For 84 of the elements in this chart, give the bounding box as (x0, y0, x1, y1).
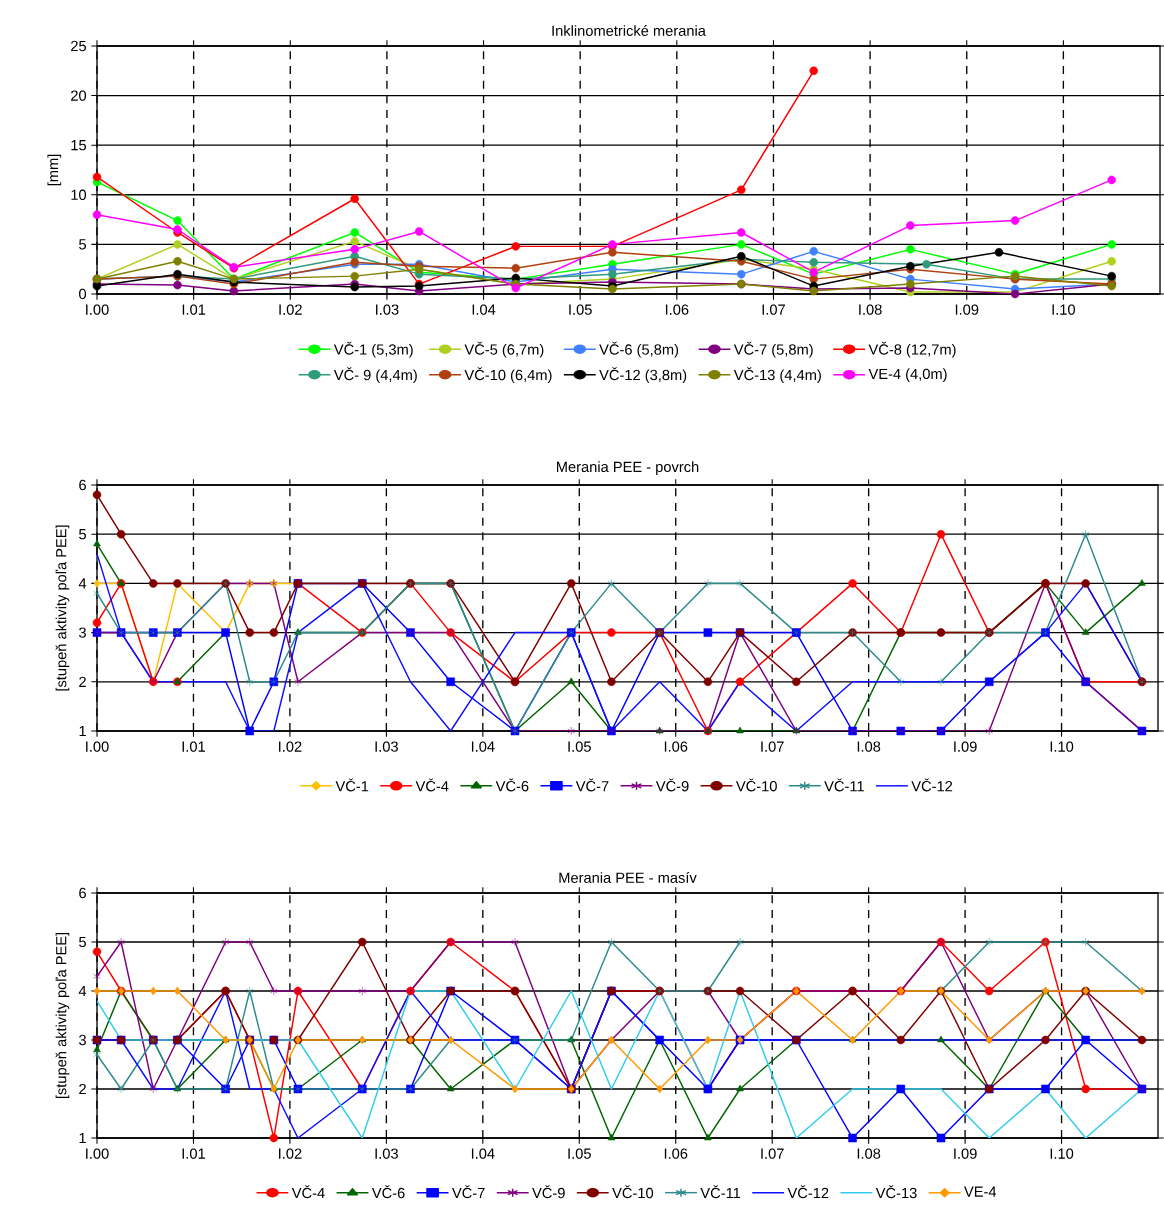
legend-label: VČ-5 (6,7m) (464, 341, 544, 358)
legend-label: VČ-12 (911, 778, 953, 792)
x-tick-label: I.04 (471, 741, 495, 752)
legend-label: VČ-7 (575, 778, 609, 792)
x-tick-label: I.04 (472, 304, 496, 315)
x-tick-label: I.03 (375, 1148, 398, 1159)
x-tick-label: I.06 (664, 1148, 688, 1159)
legend-label: VČ-10 (6,4m) (464, 367, 552, 384)
y-tick-label: 1 (79, 725, 86, 737)
y-tick-label: 4 (78, 578, 87, 589)
x-tick-label: I.03 (376, 304, 399, 315)
y-tick-label: 0 (79, 288, 87, 300)
y-axis-title: [stupeň aktivity poľa PEE] (55, 932, 70, 1099)
x-tick-label: I.01 (182, 1148, 205, 1159)
x-tick-label: I.01 (182, 304, 206, 315)
legend-label: VČ-7 (451, 1185, 485, 1199)
y-tick-label: 3 (79, 1034, 86, 1046)
x-tick-label: I.08 (857, 741, 881, 752)
legend-label: VČ-13 (875, 1185, 917, 1199)
legend-label: VČ-8 (12,7m) (868, 341, 956, 358)
legend-label: VČ-9 (655, 778, 689, 792)
x-tick-label: I.09 (954, 1148, 977, 1159)
y-tick-label: 3 (79, 627, 86, 638)
x-tick-label: I.07 (761, 741, 784, 752)
legend-label: VČ-12 (787, 1185, 829, 1199)
x-tick-label: I.01 (182, 741, 205, 752)
y-tick-label: 15 (71, 140, 87, 151)
legend-label: VE-4 (964, 1186, 997, 1197)
x-tick-label: I.07 (761, 1148, 784, 1159)
chart-title: Merania PEE - povrch (556, 461, 699, 475)
x-tick-label: I.10 (1050, 741, 1074, 752)
x-tick-label: I.08 (859, 304, 882, 315)
y-axis-title: [mm] (47, 154, 62, 186)
legend-label: VČ-10 (735, 778, 777, 792)
y-tick-label: 6 (79, 479, 86, 491)
y-axis-title: [stupeň aktivity poľa PEE] (55, 525, 70, 691)
x-tick-label: I.08 (857, 1148, 881, 1159)
x-tick-label: I.02 (279, 741, 302, 752)
x-tick-label: I.10 (1052, 304, 1076, 315)
y-tick-label: 5 (79, 936, 86, 948)
legend-label: VE-4 (4,0m) (868, 368, 947, 382)
y-tick-label: 2 (79, 1083, 86, 1095)
x-tick-label: I.09 (954, 741, 977, 752)
y-tick-label: 10 (71, 189, 87, 200)
x-tick-label: I.00 (86, 304, 109, 315)
x-tick-label: I.03 (375, 741, 398, 752)
y-tick-label: 25 (71, 40, 87, 52)
legend-label: VČ-4 (415, 778, 449, 792)
x-tick-label: I.00 (86, 741, 109, 752)
legend-label: VČ-10 (612, 1185, 654, 1199)
x-tick-label: I.05 (569, 304, 592, 315)
legend-label: VČ-11 (700, 1185, 741, 1199)
x-tick-label: I.07 (762, 304, 785, 315)
chart-title: Inklinometrické merania (552, 25, 706, 36)
legend-label: VČ-1 (5,3m) (333, 341, 413, 358)
chart-title: Merania PEE - masív (559, 872, 697, 883)
y-tick-label: 20 (71, 90, 87, 101)
legend-label: VČ-6 (5,8m) (599, 341, 679, 358)
y-tick-label: 5 (79, 529, 86, 540)
x-tick-label: I.02 (279, 304, 302, 315)
y-tick-label: 4 (78, 985, 87, 997)
y-tick-label: 1 (79, 1132, 86, 1144)
x-tick-label: I.04 (471, 1148, 495, 1159)
legend-label: VČ-11 (824, 778, 864, 792)
legend-label: VČ-13 (4,4m) (733, 367, 821, 384)
y-tick-label: 6 (79, 887, 86, 899)
legend-label: VČ-9 (532, 1185, 565, 1199)
x-tick-label: I.09 (955, 304, 979, 315)
legend-label: VČ-6 (495, 778, 529, 792)
legend-label: VČ-4 (291, 1185, 325, 1199)
x-tick-label: I.06 (665, 304, 689, 315)
x-tick-label: I.06 (664, 741, 688, 752)
x-tick-label: I.05 (568, 1148, 591, 1159)
x-tick-label: I.02 (279, 1148, 302, 1159)
x-tick-label: I.05 (568, 741, 591, 752)
legend-label: VČ- 9 (4,4m) (333, 367, 417, 384)
y-tick-label: 5 (79, 239, 87, 250)
legend-label: VČ-6 (371, 1185, 405, 1199)
x-tick-label: I.10 (1050, 1148, 1074, 1159)
x-tick-label: I.00 (86, 1148, 109, 1159)
legend-label: VČ-12 (3,8m) (599, 367, 687, 384)
legend-label: VČ-1 (335, 778, 369, 792)
y-tick-label: 2 (79, 676, 86, 687)
legend-label: VČ-7 (5,8m) (733, 341, 813, 358)
